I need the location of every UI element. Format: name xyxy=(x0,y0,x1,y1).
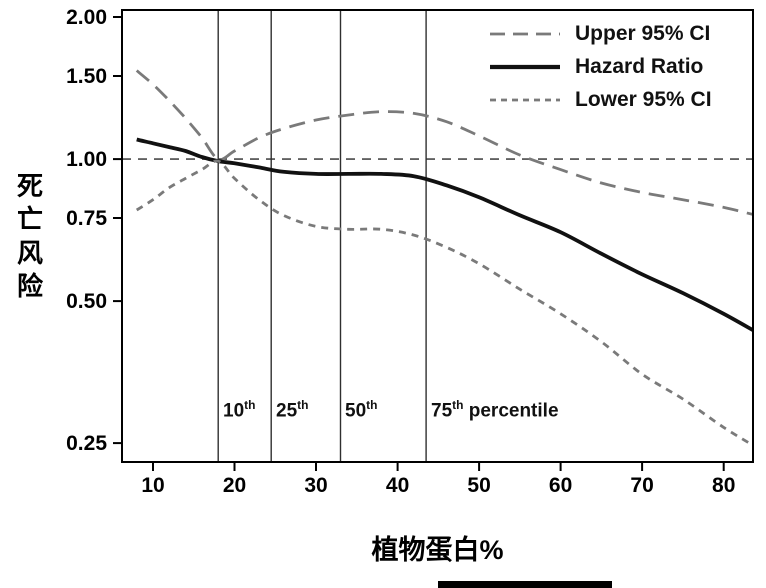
legend-item-upper-ci: Upper 95% CI xyxy=(488,22,712,46)
percentile-suffix: th xyxy=(244,398,256,412)
upper-ci-line-sample xyxy=(490,32,560,36)
hazard-ratio-line-sample xyxy=(490,64,560,70)
y-tick-label: 0.75 xyxy=(66,207,107,230)
x-tick-label: 10 xyxy=(141,474,164,497)
y-tick-label: 0.25 xyxy=(66,432,107,455)
legend-item-hazard-ratio: Hazard Ratio xyxy=(488,55,712,79)
percentile-number: 10 xyxy=(223,400,245,422)
percentile-suffix: th xyxy=(452,398,464,412)
plot-frame xyxy=(121,9,754,463)
y-tick-label: 1.00 xyxy=(66,148,107,171)
percentile-number: 25 xyxy=(276,400,298,422)
legend-item-lower-ci: Lower 95% CI xyxy=(488,88,712,112)
x-tick-label: 70 xyxy=(630,474,653,497)
x-axis-title: 植物蛋白% xyxy=(371,535,504,565)
y-axis-title: 死亡风险 xyxy=(16,171,43,301)
x-tick-label: 50 xyxy=(467,474,490,497)
percentile-number: 50 xyxy=(345,400,367,422)
x-tick-label: 20 xyxy=(223,474,246,497)
x-tick-label: 30 xyxy=(304,474,327,497)
lower-ci-line-sample xyxy=(490,98,560,102)
y-tick-label: 2.00 xyxy=(66,6,107,29)
y-tick-label: 1.50 xyxy=(66,65,107,88)
series-line-upper-95-ci xyxy=(135,69,754,217)
percentile-suffix: th xyxy=(297,398,309,412)
percentile-label-10th: 10th xyxy=(223,398,255,422)
percentile-suffix: th xyxy=(366,398,378,412)
x-tick-label: 40 xyxy=(386,474,409,497)
x-tick-label: 60 xyxy=(549,474,572,497)
legend-label-hazard-ratio: Hazard Ratio xyxy=(575,55,704,78)
percentile-label-75th: 75th percentile xyxy=(431,398,559,422)
bottom-edge-artifact xyxy=(438,581,612,588)
percentile-label-25th: 25th xyxy=(276,398,308,422)
percentile-rest: percentile xyxy=(463,400,559,422)
legend-label-upper-ci: Upper 95% CI xyxy=(575,22,711,45)
series-line-lower-95-ci xyxy=(135,159,754,448)
percentile-label-50th: 50th xyxy=(345,398,377,422)
series-line-hazard-ratio xyxy=(136,137,754,333)
legend-label-lower-ci: Lower 95% CI xyxy=(575,88,712,111)
x-tick-label: 80 xyxy=(712,474,735,497)
y-tick-label: 0.50 xyxy=(66,290,107,313)
percentile-number: 75 xyxy=(431,400,453,422)
legend: Upper 95% CI Hazard Ratio Lower 95% CI xyxy=(488,22,712,112)
